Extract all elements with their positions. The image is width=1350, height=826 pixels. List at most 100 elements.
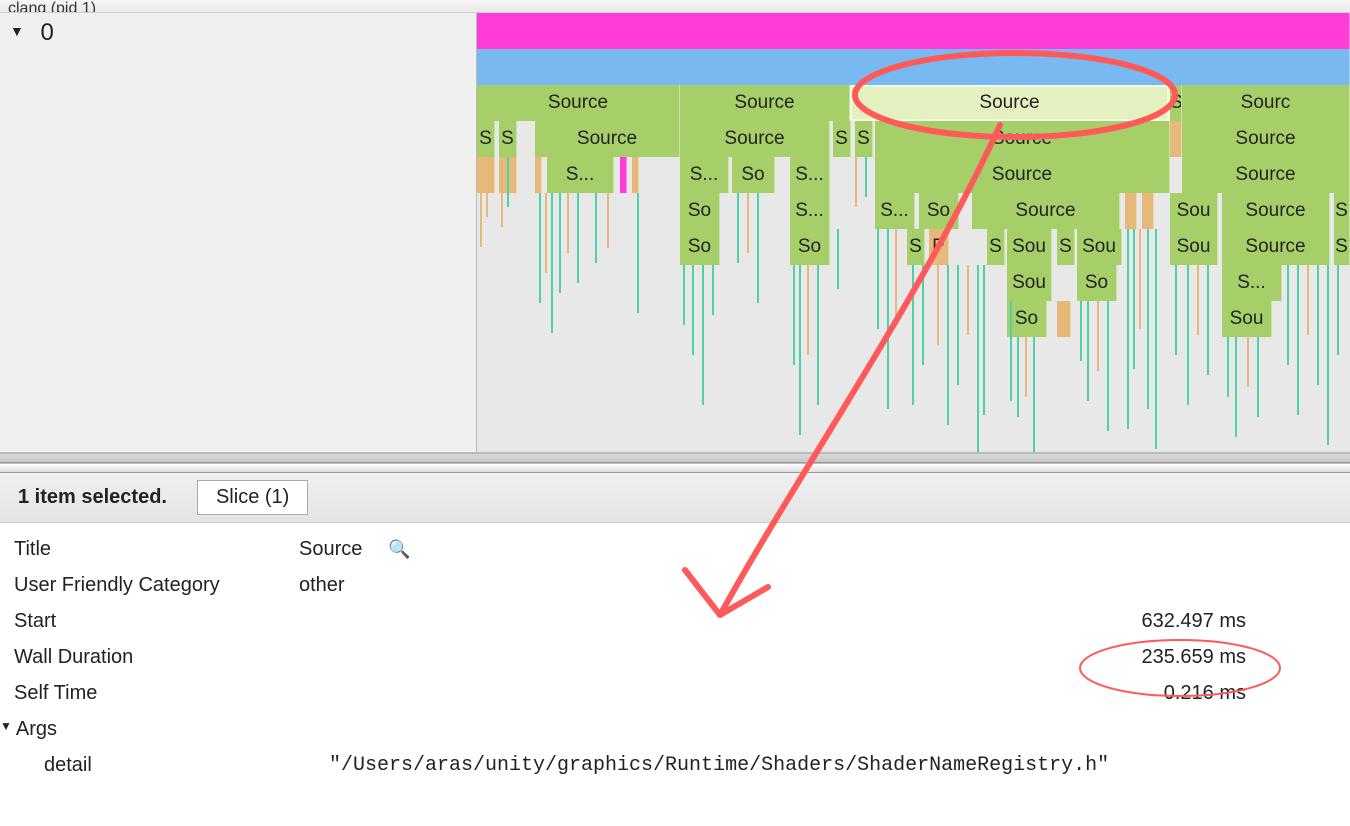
args-arrow-icon: ▼ [0, 719, 12, 733]
label-detail: detail [44, 754, 329, 777]
flame-block[interactable]: So [1077, 265, 1117, 301]
flame-block[interactable]: S... [790, 193, 830, 229]
flame-strip [712, 265, 714, 315]
flame-block[interactable]: S... [680, 157, 729, 193]
flame-block[interactable]: S... [547, 157, 614, 193]
flame-strip [817, 265, 819, 405]
header-title: clang (pid 1) [8, 0, 96, 13]
row-wall: Wall Duration 235.659 ms [14, 639, 1336, 675]
flame-block[interactable]: Source [1222, 229, 1330, 265]
flame-block[interactable]: Source [972, 193, 1120, 229]
flame-strip [1155, 229, 1157, 449]
flame-strip [1247, 337, 1249, 387]
flame-block[interactable]: Sou [1170, 193, 1218, 229]
slice-tab[interactable]: Slice (1) [197, 480, 308, 515]
flame-strip [545, 193, 547, 273]
flame-block[interactable]: So [790, 229, 830, 265]
flame-block[interactable]: Source [850, 85, 1170, 121]
flame-strip [1010, 301, 1012, 401]
flame-block[interactable]: Sou [1007, 229, 1052, 265]
flame-strip [577, 193, 579, 283]
flame-block[interactable]: S [907, 229, 925, 265]
row-detail: detail "/Users/aras/unity/graphics/Runti… [14, 747, 1336, 783]
flame-block[interactable] [477, 13, 1350, 49]
value-title: Source 🔍 [299, 538, 1336, 561]
flame-block[interactable]: Sou [1077, 229, 1122, 265]
thread-sidebar[interactable]: ▼ 0 [0, 13, 477, 452]
flame-block[interactable]: Sourc [1182, 85, 1350, 121]
flame-block[interactable]: Source [680, 121, 830, 157]
flame-block[interactable]: Source [477, 85, 680, 121]
flame-block[interactable] [1142, 193, 1154, 229]
flame-block[interactable]: Source [1182, 157, 1350, 193]
flame-block[interactable]: Source [680, 85, 850, 121]
flame-block[interactable]: S [1057, 229, 1075, 265]
flame-block[interactable] [632, 157, 639, 193]
panel-divider[interactable] [0, 453, 1350, 463]
flame-block[interactable]: S [499, 121, 517, 157]
flame-block[interactable]: Sou [1170, 229, 1218, 265]
flame-strip [737, 193, 739, 263]
panel-divider-2 [0, 463, 1350, 473]
flame-strip [486, 157, 488, 217]
value-category: other [299, 574, 1336, 597]
flame-strip [637, 193, 639, 313]
row-category: User Friendly Category other [14, 567, 1336, 603]
flame-strip [702, 265, 704, 405]
details-tabs: 1 item selected. Slice (1) [0, 473, 1350, 523]
row-args[interactable]: ▼ Args [0, 711, 1336, 747]
flame-block[interactable]: Source [535, 121, 680, 157]
flame-block[interactable] [1125, 193, 1137, 229]
main-row: ▼ 0 SourceSourceSourceSSourcSSSourceSour… [0, 13, 1350, 453]
flame-graph[interactable]: SourceSourceSourceSSourcSSSourceSourceSS… [477, 13, 1350, 452]
flame-block[interactable] [477, 49, 1350, 85]
value-start: 632.497 ms [299, 610, 1336, 633]
label-args: Args [16, 718, 301, 741]
row-self: Self Time 0.216 ms [14, 675, 1336, 711]
collapse-arrow-icon[interactable]: ▼ [10, 23, 24, 39]
flame-block[interactable]: So [680, 229, 720, 265]
flame-block[interactable]: So [732, 157, 775, 193]
flame-block[interactable]: So [1007, 301, 1047, 337]
flame-block[interactable] [535, 157, 542, 193]
flame-block[interactable]: S... [790, 157, 830, 193]
flame-block[interactable]: S [855, 121, 873, 157]
flame-block[interactable] [1170, 121, 1182, 157]
selection-count: 1 item selected. [18, 486, 167, 509]
flame-block[interactable]: S [1334, 193, 1350, 229]
flame-strip [1337, 265, 1339, 355]
flame-block[interactable]: Sou [1222, 301, 1272, 337]
flame-strip [793, 265, 795, 365]
flame-block[interactable]: S [987, 229, 1005, 265]
flame-block[interactable]: So [680, 193, 720, 229]
flame-block[interactable]: S [833, 121, 851, 157]
flame-block[interactable]: P [929, 229, 949, 265]
flame-strip [501, 157, 503, 227]
flame-strip [1297, 265, 1299, 415]
flame-block[interactable]: S [477, 121, 495, 157]
flame-block[interactable] [620, 157, 627, 193]
flame-strip [692, 265, 694, 355]
flame-block[interactable]: Source [1182, 121, 1350, 157]
magnify-icon[interactable]: 🔍 [388, 539, 410, 559]
details-table: Title Source 🔍 User Friendly Category ot… [0, 523, 1350, 783]
flame-strip [877, 229, 879, 329]
flame-block[interactable] [1057, 301, 1071, 337]
flame-block[interactable]: Source [1222, 193, 1330, 229]
flame-block[interactable]: Sou [1007, 265, 1052, 301]
flame-strip [1147, 229, 1149, 409]
flame-strip [807, 265, 809, 355]
flame-strip [937, 265, 939, 345]
flame-strip [1287, 265, 1289, 365]
flame-strip [507, 157, 509, 207]
flame-block[interactable]: So [919, 193, 959, 229]
flame-strip [683, 265, 685, 325]
flame-block[interactable]: Source [875, 157, 1170, 193]
flame-block[interactable]: S... [875, 193, 915, 229]
flame-block[interactable]: S [1170, 85, 1182, 121]
flame-block[interactable]: S... [1222, 265, 1282, 301]
flame-block[interactable]: Source [875, 121, 1170, 157]
flame-strip [1097, 301, 1099, 371]
value-self: 0.216 ms [299, 682, 1336, 705]
flame-block[interactable]: S [1334, 229, 1350, 265]
